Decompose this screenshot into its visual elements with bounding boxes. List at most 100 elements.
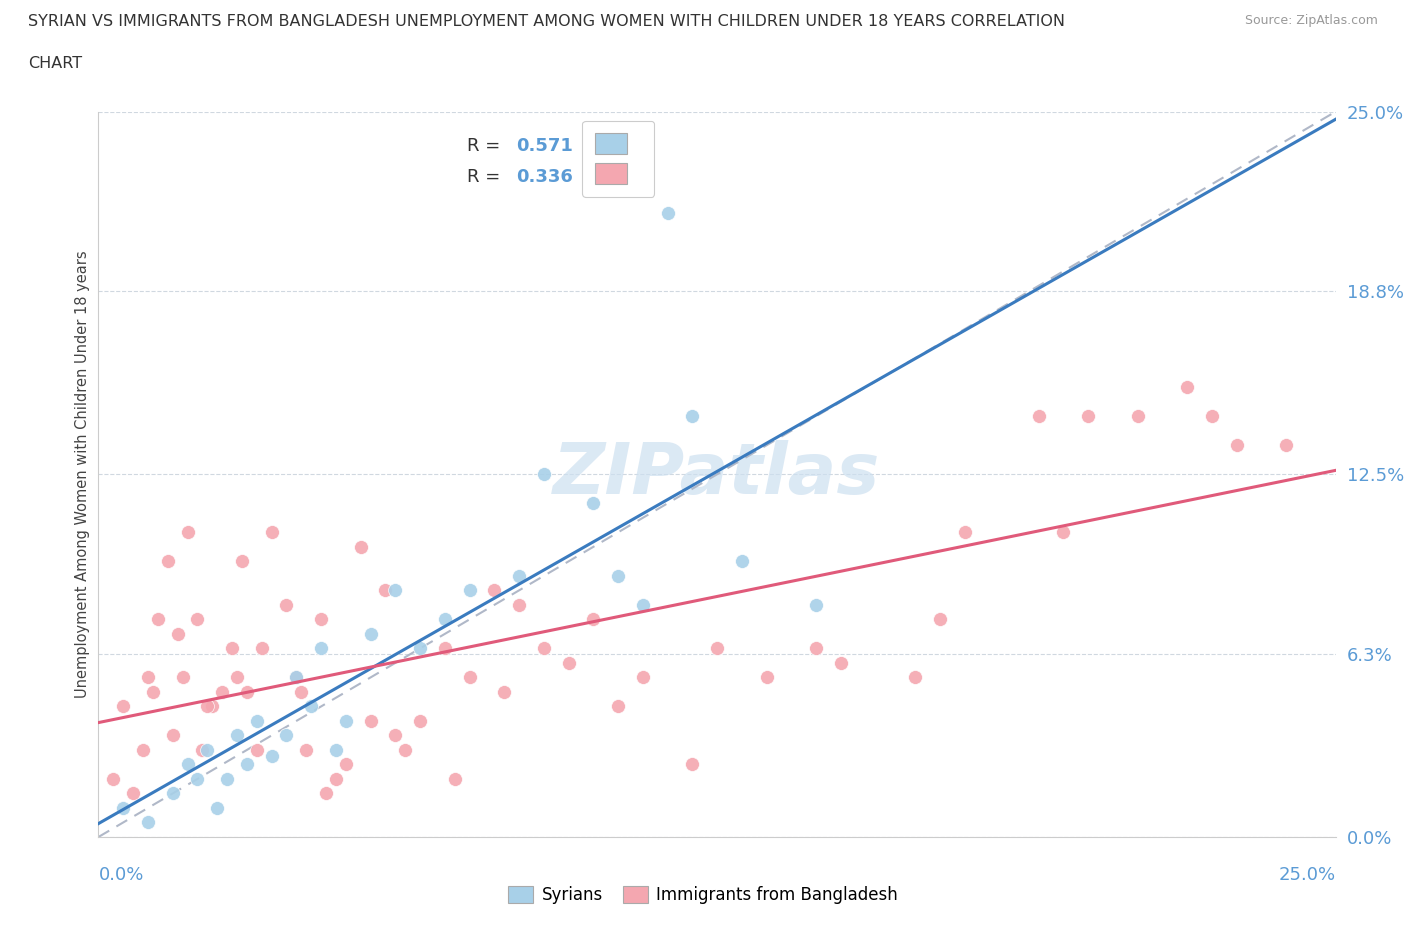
Point [607, 568, 630, 583]
Point [1175, 379, 1198, 394]
Point [804, 641, 827, 656]
Point [260, 749, 283, 764]
Point [830, 656, 852, 671]
Point [315, 786, 337, 801]
Point [195, 699, 218, 714]
Text: CHART: CHART [28, 56, 82, 71]
Point [533, 641, 555, 656]
Point [191, 742, 214, 757]
Point [1226, 438, 1249, 453]
Point [226, 670, 249, 684]
Point [1077, 409, 1099, 424]
Point [508, 597, 530, 612]
Point [309, 612, 332, 627]
Point [236, 757, 259, 772]
Point [246, 742, 269, 757]
Point [122, 786, 145, 801]
Point [285, 670, 308, 684]
Point [458, 583, 481, 598]
Point [582, 612, 605, 627]
Point [103, 772, 125, 787]
Point [246, 713, 269, 728]
Point [409, 641, 432, 656]
Point [195, 742, 218, 757]
Point [433, 641, 456, 656]
Point [236, 684, 259, 699]
Point [112, 801, 135, 816]
Text: 65: 65 [626, 168, 651, 186]
Point [1275, 438, 1298, 453]
Point [176, 757, 198, 772]
Point [335, 713, 357, 728]
Point [276, 728, 298, 743]
Point [142, 684, 165, 699]
Point [176, 525, 198, 539]
Point [276, 597, 298, 612]
Point [631, 670, 654, 684]
Point [904, 670, 927, 684]
Point [260, 525, 283, 539]
Point [290, 684, 312, 699]
Point [706, 641, 728, 656]
Point [443, 772, 465, 787]
Legend: Syrians, Immigrants from Bangladesh: Syrians, Immigrants from Bangladesh [501, 878, 905, 912]
Point [631, 597, 654, 612]
Point [325, 742, 347, 757]
Text: Source: ZipAtlas.com: Source: ZipAtlas.com [1244, 14, 1378, 27]
Point [1028, 409, 1050, 424]
Point [484, 583, 506, 598]
Point [458, 670, 481, 684]
Point [582, 496, 605, 511]
Point [731, 554, 754, 569]
Point [186, 612, 208, 627]
Point [132, 742, 155, 757]
Point [557, 656, 579, 671]
Point [211, 684, 233, 699]
Point [409, 713, 432, 728]
Point [755, 670, 778, 684]
Point [112, 699, 135, 714]
Point [681, 757, 703, 772]
Text: 0.571: 0.571 [516, 138, 574, 155]
Point [1052, 525, 1074, 539]
Point [1201, 409, 1223, 424]
Point [162, 728, 184, 743]
Point [325, 772, 347, 787]
Point [804, 597, 827, 612]
Point [250, 641, 273, 656]
Point [309, 641, 332, 656]
Text: 0.336: 0.336 [516, 168, 574, 186]
Text: R =: R = [467, 168, 506, 186]
Text: N =: N = [568, 168, 620, 186]
Point [494, 684, 516, 699]
Point [231, 554, 253, 569]
Text: 0.0%: 0.0% [98, 866, 143, 884]
Point [221, 641, 243, 656]
Point [226, 728, 249, 743]
Point [384, 583, 406, 598]
Point [360, 627, 382, 642]
Text: 25.0%: 25.0% [1278, 866, 1336, 884]
Text: ZIPatlas: ZIPatlas [554, 440, 880, 509]
Point [1126, 409, 1149, 424]
Text: R =: R = [467, 138, 506, 155]
Point [335, 757, 357, 772]
Text: N =: N = [568, 138, 620, 155]
Point [394, 742, 416, 757]
Point [607, 699, 630, 714]
Point [533, 467, 555, 482]
Point [136, 670, 159, 684]
Point [166, 627, 188, 642]
Point [657, 206, 679, 220]
Point [433, 612, 456, 627]
Text: SYRIAN VS IMMIGRANTS FROM BANGLADESH UNEMPLOYMENT AMONG WOMEN WITH CHILDREN UNDE: SYRIAN VS IMMIGRANTS FROM BANGLADESH UNE… [28, 14, 1066, 29]
Point [217, 772, 239, 787]
Point [360, 713, 382, 728]
Point [928, 612, 950, 627]
Point [374, 583, 396, 598]
Point [162, 786, 184, 801]
Point [508, 568, 530, 583]
Point [201, 699, 224, 714]
Point [146, 612, 169, 627]
Point [299, 699, 322, 714]
